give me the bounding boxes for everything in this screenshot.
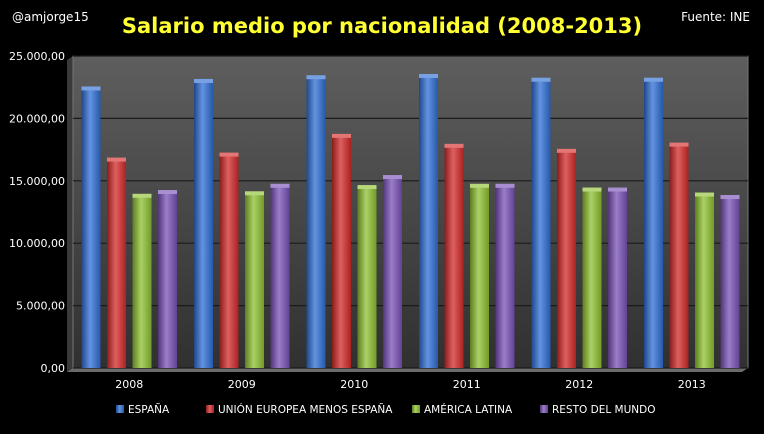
legend-swatch	[540, 405, 548, 413]
legend-label: ESPAÑA	[128, 403, 170, 416]
legend: ESPAÑA UNIÓN EUROPEA MENOS ESPAÑA AMÉRICA …	[116, 403, 655, 416]
bar-2011-3	[495, 185, 515, 368]
bar-top-2011-1	[444, 143, 464, 148]
legend-label: AMÉRICA LATINA	[424, 403, 513, 416]
x-tick-label: 2009	[228, 378, 256, 391]
y-tick-label: 25.000,00	[9, 50, 65, 63]
bar-2008-3	[158, 192, 177, 368]
y-tick-label: 15.000,00	[9, 175, 65, 188]
x-tick-label: 2013	[678, 378, 706, 391]
bar-top-2009-3	[270, 183, 290, 188]
chart-title: Salario medio por nacionalidad (2008-201…	[121, 14, 643, 38]
x-tick-label: 2008	[115, 378, 143, 391]
bar-top-2010-2	[357, 185, 377, 190]
bar-2013-2	[695, 194, 714, 368]
bar-top-2008-0	[81, 86, 101, 91]
bar-2012-1	[557, 150, 576, 368]
bar-2008-1	[107, 159, 126, 368]
bar-top-2009-0	[194, 78, 213, 83]
bar-top-2013-0	[644, 77, 663, 82]
bar-2010-2	[357, 187, 377, 368]
x-tick-label: 2012	[565, 378, 593, 391]
bar-top-2009-1	[219, 152, 239, 157]
x-tick-label: 2010	[340, 378, 368, 391]
y-tick-label: 5.000,00	[16, 300, 65, 313]
bar-top-2011-0	[419, 73, 438, 78]
axes: 0,00 5.000,00 10.000,00 15.000,00 20.000,00 2…	[9, 50, 706, 391]
bar-2008-2	[132, 195, 152, 368]
x-tick-label: 2011	[453, 378, 481, 391]
grid-lines	[73, 55, 748, 369]
bar-top-2008-2	[132, 193, 152, 198]
bar-2009-1	[219, 154, 239, 368]
legend-swatch	[206, 405, 214, 413]
bar-2012-3	[608, 189, 627, 368]
bar-top-2009-2	[245, 191, 264, 196]
bar-2011-2	[470, 185, 489, 368]
bar-top-2010-3	[383, 175, 402, 180]
bar-top-2013-1	[669, 142, 689, 147]
bar-top-2011-2	[470, 183, 489, 188]
bar-2010-0	[306, 77, 326, 368]
bar-top-2012-3	[608, 187, 627, 192]
bar-top-2012-1	[557, 148, 576, 153]
bar-2008-0	[81, 88, 101, 368]
legend-swatch	[412, 405, 420, 413]
y-tick-label: 0,00	[41, 362, 66, 375]
bar-top-2013-2	[695, 192, 714, 197]
y-tick-label: 10.000,00	[9, 237, 65, 250]
bars	[81, 73, 740, 369]
bar-top-2008-3	[158, 190, 177, 195]
bar-top-2010-0	[306, 75, 326, 80]
bar-top-2013-3	[720, 195, 740, 200]
bar-2013-0	[644, 79, 663, 368]
bar-2010-3	[383, 177, 402, 368]
plot-background	[72, 55, 749, 369]
bar-top-2012-0	[531, 77, 551, 82]
legend-label: UNIÓN EUROPEA MENOS ESPAÑA	[218, 403, 393, 416]
plot-area	[67, 55, 749, 372]
bar-2013-1	[669, 144, 689, 368]
bar-top-2010-1	[332, 133, 351, 138]
bar-top-2012-2	[582, 187, 602, 192]
bar-2012-2	[582, 189, 602, 368]
bar-2009-0	[194, 80, 213, 369]
author-handle: @amjorge15	[12, 10, 89, 24]
bar-2009-2	[245, 193, 264, 368]
bar-2013-3	[720, 197, 740, 368]
legend-label: RESTO DEL MUNDO	[552, 404, 655, 416]
bar-2012-0	[531, 79, 551, 368]
source-label: Fuente: INE	[681, 10, 750, 24]
bar-top-2008-1	[107, 157, 126, 162]
bar-top-2011-3	[495, 183, 515, 188]
bar-2011-1	[444, 145, 464, 368]
legend-swatch	[116, 405, 124, 413]
bar-2010-1	[332, 135, 351, 368]
y-tick-label: 20.000,00	[9, 112, 65, 125]
bar-2009-3	[270, 185, 290, 368]
bar-2011-0	[419, 75, 438, 368]
